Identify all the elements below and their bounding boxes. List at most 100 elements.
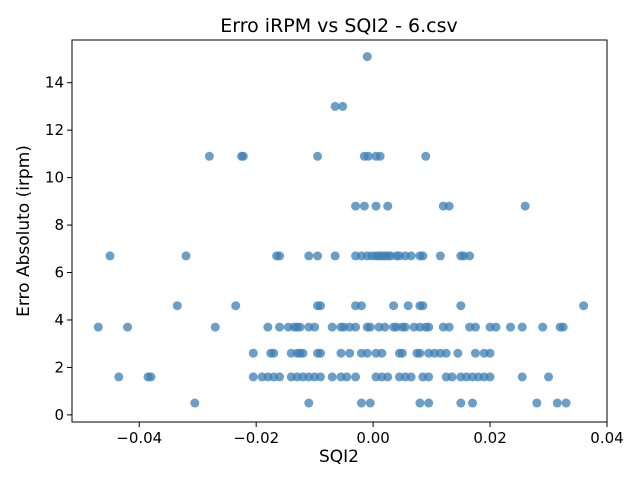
data-point-20 — [181, 251, 191, 261]
data-point-158 — [517, 372, 527, 382]
data-point-79 — [491, 322, 501, 332]
y-axis-label: Erro Absoluto (irpm) — [14, 145, 34, 317]
data-point-45 — [465, 251, 475, 261]
data-point-91 — [389, 301, 399, 311]
data-point-75 — [444, 322, 454, 332]
y-tick-label: 4 — [54, 311, 64, 329]
data-point-56 — [310, 322, 320, 332]
y-tick-label: 10 — [45, 169, 64, 187]
data-point-48 — [210, 322, 220, 332]
y-tick-label: 2 — [54, 358, 64, 376]
data-point-47 — [123, 322, 133, 332]
data-point-141 — [351, 372, 361, 382]
data-point-77 — [470, 322, 480, 332]
data-point-17 — [444, 201, 454, 211]
data-point-22 — [275, 251, 285, 261]
y-tick-label: 12 — [45, 121, 64, 139]
data-point-126 — [146, 372, 156, 382]
data-point-97 — [248, 348, 258, 358]
x-axis-label: SQI2 — [319, 447, 359, 467]
data-point-94 — [418, 301, 428, 311]
data-point-90 — [356, 301, 366, 311]
y-tick-label: 0 — [54, 406, 64, 424]
data-point-46 — [93, 322, 103, 332]
data-point-57 — [327, 322, 337, 332]
data-point-85 — [172, 301, 182, 311]
y-tick-label: 8 — [54, 216, 64, 234]
data-point-10 — [375, 151, 385, 161]
data-point-50 — [275, 322, 285, 332]
data-point-73 — [424, 322, 434, 332]
data-point-149 — [424, 372, 434, 382]
data-point-162 — [356, 398, 366, 408]
data-point-3 — [204, 151, 214, 161]
data-point-113 — [397, 348, 407, 358]
data-point-1 — [330, 101, 340, 111]
data-point-19 — [105, 251, 115, 261]
data-point-65 — [380, 322, 390, 332]
data-point-13 — [359, 201, 369, 211]
data-point-14 — [371, 201, 381, 211]
data-point-63 — [365, 322, 375, 332]
data-point-81 — [517, 322, 527, 332]
points-layer — [93, 52, 589, 408]
data-point-80 — [506, 322, 516, 332]
data-point-42 — [435, 251, 445, 261]
data-point-88 — [316, 301, 325, 311]
data-point-86 — [231, 301, 241, 311]
data-point-0 — [362, 52, 372, 62]
data-point-25 — [330, 251, 340, 261]
x-axis: −0.04 −0.02 0.00 0.02 0.04 — [116, 422, 624, 447]
data-point-103 — [298, 348, 308, 358]
data-point-92 — [403, 301, 413, 311]
data-point-147 — [406, 372, 416, 382]
data-point-115 — [415, 348, 425, 358]
data-point-163 — [365, 398, 375, 408]
data-point-5 — [238, 151, 248, 161]
data-point-61 — [351, 322, 361, 332]
data-point-49 — [263, 322, 273, 332]
data-point-8 — [363, 151, 373, 161]
data-point-107 — [345, 348, 355, 358]
data-point-39 — [406, 251, 416, 261]
x-tick-label: −0.02 — [233, 429, 279, 447]
data-point-15 — [383, 201, 393, 211]
data-point-96 — [579, 301, 589, 311]
data-point-166 — [456, 398, 466, 408]
data-point-11 — [421, 151, 431, 161]
data-point-161 — [304, 398, 314, 408]
data-point-160 — [190, 398, 200, 408]
data-point-137 — [316, 372, 325, 382]
data-point-84 — [558, 322, 568, 332]
data-point-167 — [468, 398, 478, 408]
plot-frame — [71, 39, 608, 423]
data-point-24 — [313, 251, 323, 261]
data-point-99 — [269, 348, 279, 358]
data-point-69 — [400, 322, 410, 332]
data-point-131 — [275, 372, 285, 382]
y-tick-label: 6 — [54, 264, 64, 282]
data-point-109 — [362, 348, 372, 358]
y-axis: 0 2 4 6 8 10 12 14 — [45, 74, 72, 424]
data-point-82 — [538, 322, 548, 332]
data-point-127 — [248, 372, 258, 382]
data-point-6 — [313, 151, 323, 161]
data-point-120 — [453, 348, 463, 358]
x-tick-label: −0.04 — [116, 429, 162, 447]
data-point-144 — [383, 372, 393, 382]
data-point-138 — [327, 372, 337, 382]
chart-title: Erro iRPM vs SQI2 - 6.csv — [220, 15, 457, 37]
data-point-121 — [470, 348, 480, 358]
data-point-164 — [415, 398, 425, 408]
data-point-170 — [561, 398, 571, 408]
data-point-124 — [114, 372, 124, 382]
x-tick-label: 0.02 — [473, 429, 506, 447]
x-tick-label: 0.00 — [356, 429, 389, 447]
data-point-95 — [456, 301, 466, 311]
data-point-157 — [485, 372, 495, 382]
y-tick-label: 14 — [45, 74, 64, 92]
data-point-41 — [418, 251, 428, 261]
data-point-105 — [316, 348, 325, 358]
data-point-123 — [485, 348, 495, 358]
